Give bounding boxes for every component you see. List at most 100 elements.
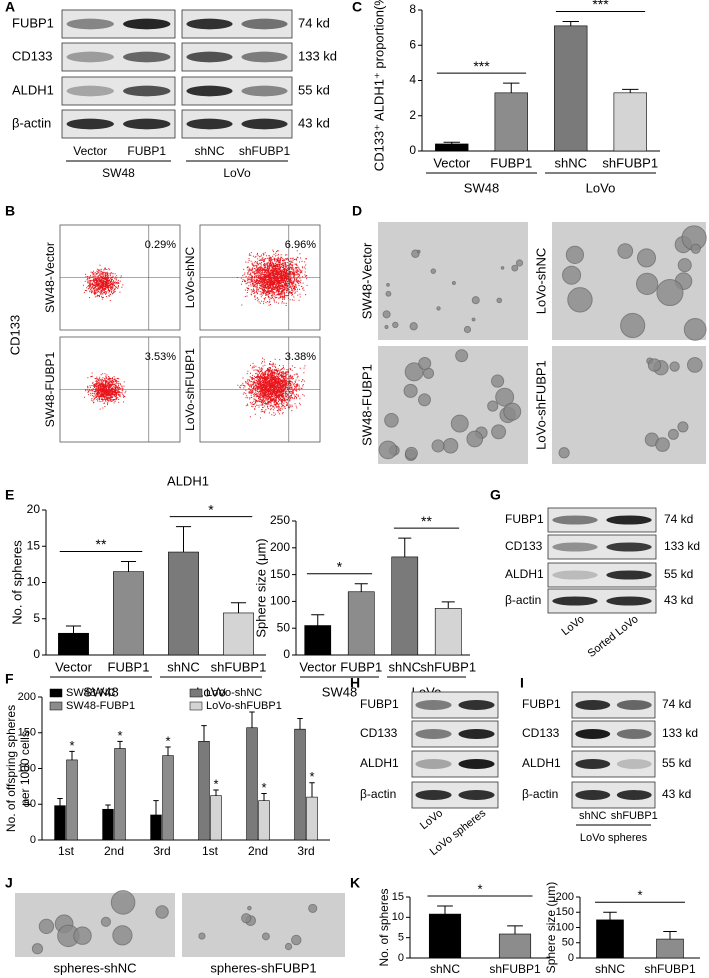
sphere [496,297,503,304]
sphere [384,325,389,330]
y-tick-label: 15 [27,538,41,552]
lane-label: shNC [194,144,224,158]
legend-swatch [189,701,203,711]
x-tick-label: 3rd [297,844,314,858]
y-tick-label: 6 [409,37,416,51]
error-bar [297,717,303,730]
legend-label: LoVo-shNC [206,687,262,699]
significance-label: * [69,738,74,753]
sphere [110,890,136,915]
bar [498,933,532,959]
sphere [677,258,692,273]
blot-band [606,515,652,525]
blot-band [552,542,598,552]
significance-label: ** [96,536,107,552]
significance-label: * [309,769,314,784]
y-tick-label: 0 [409,143,416,157]
protein-label: FUBP1 [522,697,561,711]
x-axis-label: ALDH1 [167,473,209,488]
y-tick-label: 150 [556,906,574,918]
protein-label: ALDH1 [522,756,561,770]
sphere [487,400,499,412]
bar [58,632,89,656]
sphere [308,903,318,913]
sphere [656,278,684,307]
plot-name: LoVo-shNC [183,246,197,308]
y-tick-label: 250 [270,513,290,527]
group-label: LoVo [223,166,251,180]
sphere [385,290,392,297]
lane-label: shFUBP1 [239,144,291,158]
group-label: SW48 [102,166,135,180]
significance-label: * [261,780,266,795]
error-bar [622,88,639,93]
sphere [261,932,270,941]
sphere [562,265,582,285]
legend-label: LoVo-shFUBP1 [206,700,282,712]
bar [66,759,78,841]
y-tick-label: 0 [398,952,404,964]
legend-swatch [49,701,63,711]
lane-label: FUBP1 [127,144,166,158]
y-tick-label: 20 [27,502,41,516]
error-bar [249,711,255,728]
sphere [567,287,593,313]
sphere [100,916,111,927]
significance-label: * [337,558,343,574]
blot-band [241,18,288,30]
sphere [418,393,431,407]
sphere [384,413,399,428]
blot-band [552,596,598,606]
blot-band [458,729,495,739]
bar [150,814,162,841]
size-label: 43 kd [298,115,330,130]
error-bar [441,601,455,609]
blot-band [458,790,495,800]
blot-band [123,85,171,97]
legend-swatch [189,688,203,698]
protein-label: FUBP1 [360,697,399,711]
size-label: 74 kd [664,512,693,526]
y-tick-label: 50 [562,937,574,949]
x-tick-label: shNC [595,962,625,976]
micrograph [182,893,345,957]
bar [347,591,375,656]
panel-letter: H [350,675,360,691]
size-label: 55 kd [664,567,693,581]
sphere [620,312,646,339]
bar [304,625,332,656]
error-bar [398,537,412,557]
sphere [112,925,133,946]
x-tick-label: shNC [388,659,421,674]
sphere [491,374,505,388]
sphere [655,437,670,452]
blot-band [186,85,233,97]
blot-band [616,790,652,800]
sphere [403,383,418,398]
error-bar [562,20,579,26]
blot-band [415,729,452,739]
quadrant-percent: 0.29% [145,239,176,251]
bar [246,727,258,841]
protein-label: β-actin [360,787,396,801]
lane-label: Sorted LoVo [586,613,641,660]
y-axis-label: CD133 [7,315,22,355]
y-tick-label: 50 [24,798,36,810]
group-label: SW48 [83,684,118,699]
sphere [38,918,55,935]
protein-label: CD133 [522,726,560,740]
x-tick-label: 1st [202,844,219,858]
error-bar [57,798,63,806]
blot-band [66,18,114,30]
protein-label: CD133 [12,48,52,63]
panel-letter: F [5,671,14,687]
plot-name: LoVo-shFUBP1 [183,348,197,431]
lane-label: LoVo [418,807,445,832]
y-tick-label: 0 [33,647,40,661]
flow-events [84,372,127,410]
error-bar [503,82,520,93]
blot-band [66,118,114,130]
error-bar [165,746,171,756]
x-tick-label: shNC [430,962,460,976]
